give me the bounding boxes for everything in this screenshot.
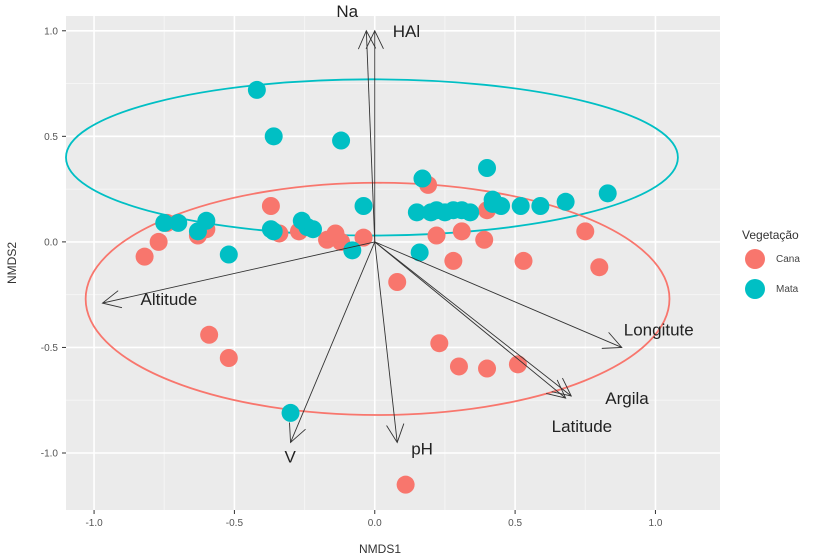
point-cana <box>388 273 407 291</box>
vector-altitude <box>102 241 375 304</box>
legend-label-cana: Cana <box>776 253 800 265</box>
point-mata <box>264 127 283 146</box>
point-mata <box>478 159 497 177</box>
y-tick-label: 0.0 <box>44 237 58 248</box>
vector-argila <box>374 241 572 397</box>
environment-vectors <box>101 29 623 444</box>
vector-v <box>290 241 376 443</box>
legend-key <box>742 248 768 270</box>
point-mata <box>155 213 174 232</box>
point-cana <box>200 325 219 344</box>
point-cana <box>135 247 154 266</box>
point-cana <box>508 355 527 374</box>
point-mata <box>556 192 575 211</box>
major-gridlines <box>66 16 720 510</box>
y-axis-title: NMDS2 <box>5 242 19 284</box>
y-tick-label: 1.0 <box>44 26 58 37</box>
point-mata <box>332 131 351 150</box>
legend-key <box>742 278 768 300</box>
point-mata <box>247 80 266 99</box>
point-cana <box>478 359 497 378</box>
point-mata <box>264 222 283 241</box>
arrowhead-na <box>357 29 377 50</box>
point-cana <box>475 230 494 249</box>
vector-label-longitute: Longitute <box>624 320 694 339</box>
vector-latitude <box>374 241 566 399</box>
vector-longitute <box>374 241 622 348</box>
vector-na <box>365 30 376 242</box>
x-tick-label: -0.5 <box>226 518 244 529</box>
vector-label-na: Na <box>336 2 358 21</box>
arrowhead-ph <box>386 423 405 444</box>
x-tick-label: 1.0 <box>648 518 662 529</box>
point-cana <box>576 222 595 241</box>
arrowhead-v <box>289 422 306 444</box>
point-mata <box>413 169 432 188</box>
x-tick-label: -1.0 <box>85 518 103 529</box>
arrowhead-argila <box>551 377 573 397</box>
point-mata <box>219 245 238 264</box>
data-points <box>135 80 617 494</box>
cana-swatch <box>745 249 765 269</box>
y-tick-label: -0.5 <box>41 343 59 354</box>
y-tick-label: -1.0 <box>41 449 59 460</box>
arrowhead-longitute <box>601 332 623 349</box>
y-tick-label: 0.5 <box>44 132 58 143</box>
point-mata <box>410 243 429 262</box>
point-mata <box>511 197 530 215</box>
x-axis-title: NMDS1 <box>359 542 401 556</box>
legend-label-mata: Mata <box>776 283 799 295</box>
vector-label-altitude: Altitude <box>140 290 197 309</box>
arrowhead-latitude <box>546 379 567 399</box>
point-cana <box>590 258 609 277</box>
arrowhead-hal <box>365 29 384 49</box>
legend-item-mata: Mata <box>742 276 800 302</box>
point-mata <box>531 197 550 215</box>
vector-labels: Na HAl Altitude Longitute Argila Latitude V pH <box>140 2 693 467</box>
point-mata <box>461 203 480 222</box>
vector-label-latitude: Latitude <box>552 417 613 436</box>
point-cana <box>219 349 238 367</box>
vector-label-v: V <box>285 447 297 466</box>
point-cana <box>354 228 373 247</box>
point-cana <box>427 226 446 245</box>
ellipse-cana <box>84 181 671 416</box>
vector-label-argila: Argila <box>605 389 649 408</box>
point-cana <box>430 334 449 353</box>
point-cana <box>444 251 463 270</box>
point-cana <box>149 232 168 251</box>
x-tick-label: 0.5 <box>508 518 522 529</box>
y-axis-ticks: -1.0 -0.5 0.0 0.5 1.0 <box>41 26 66 460</box>
point-cana <box>449 357 468 376</box>
vector-label-ph: pH <box>411 439 433 458</box>
mata-swatch <box>745 279 765 299</box>
point-mata <box>354 197 373 215</box>
point-cana <box>452 222 471 241</box>
point-mata <box>281 403 300 422</box>
legend: Vegetação Cana Mata <box>742 228 800 302</box>
point-mata <box>197 211 216 230</box>
point-cana <box>514 251 533 270</box>
arrowhead-altitude <box>101 290 123 309</box>
point-mata <box>492 197 511 215</box>
vector-ph <box>374 241 398 443</box>
vector-label-hal: HAl <box>393 22 420 41</box>
x-tick-label: 0.0 <box>368 518 382 529</box>
legend-item-cana: Cana <box>742 246 800 272</box>
x-axis-ticks: -1.0 -0.5 0.0 0.5 1.0 <box>85 510 663 529</box>
point-mata <box>407 203 426 222</box>
point-mata <box>598 184 617 203</box>
point-mata <box>169 213 188 232</box>
point-cana <box>261 197 280 215</box>
legend-title: Vegetação <box>742 228 799 242</box>
point-mata <box>343 241 362 260</box>
point-mata <box>304 220 323 239</box>
point-cana <box>396 475 415 494</box>
